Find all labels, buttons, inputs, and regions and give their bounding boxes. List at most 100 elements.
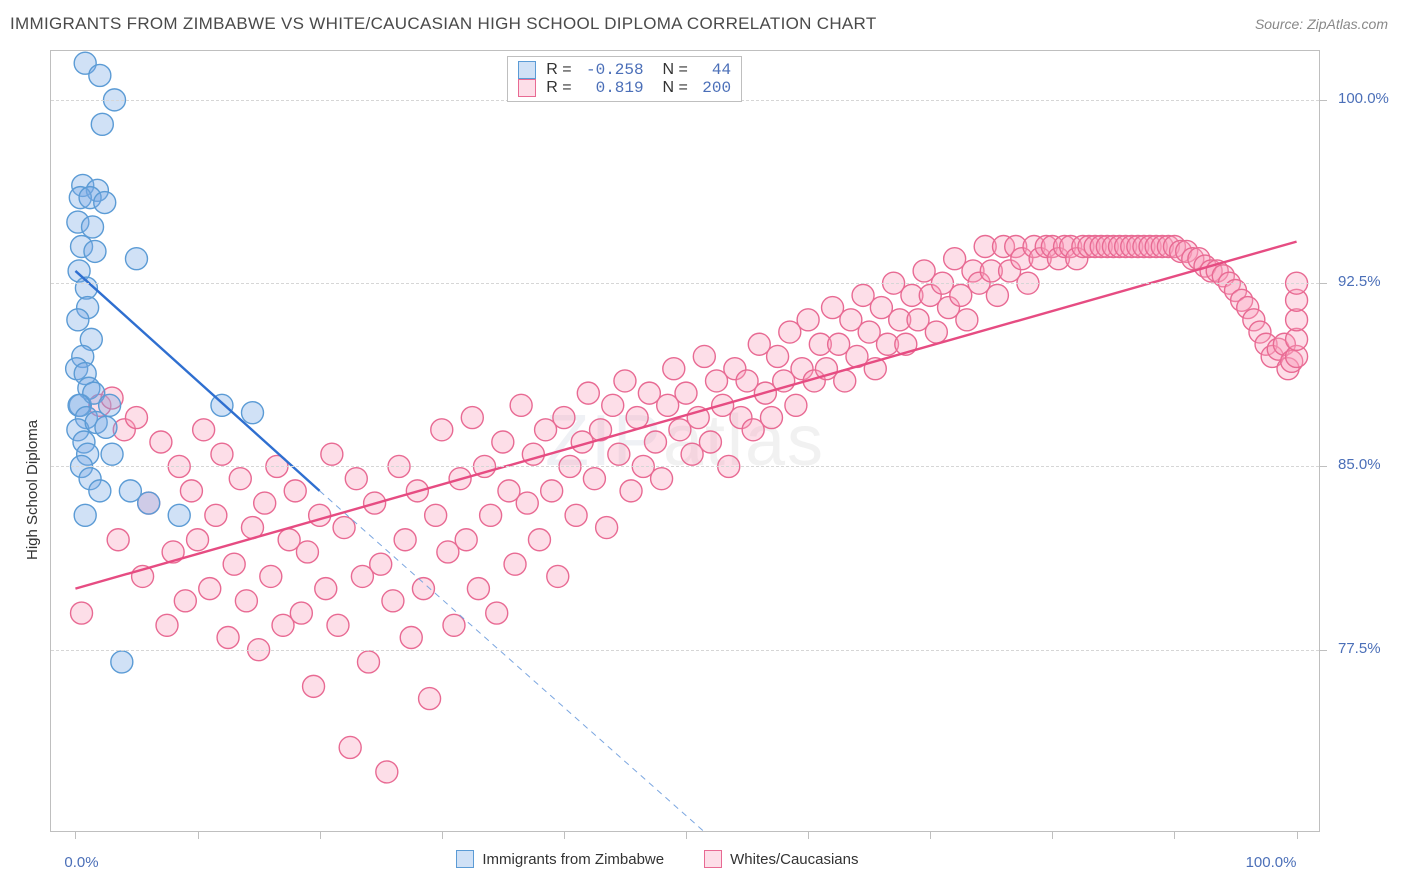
data-point-white bbox=[400, 627, 422, 649]
data-point-white bbox=[461, 407, 483, 429]
data-point-white bbox=[925, 321, 947, 343]
data-point-zimbabwe bbox=[101, 443, 123, 465]
y-tick-mark bbox=[1319, 100, 1327, 101]
data-point-zimbabwe bbox=[241, 402, 263, 424]
data-point-white bbox=[504, 553, 526, 575]
data-point-zimbabwe bbox=[82, 216, 104, 238]
data-point-white bbox=[1286, 309, 1308, 331]
data-point-white bbox=[785, 394, 807, 416]
gridline bbox=[51, 650, 1319, 651]
x-tick-mark bbox=[442, 831, 443, 839]
data-point-white bbox=[608, 443, 630, 465]
data-point-white bbox=[358, 651, 380, 673]
x-tick-mark bbox=[686, 831, 687, 839]
data-point-white bbox=[663, 358, 685, 380]
data-point-white bbox=[394, 529, 416, 551]
x-tick-mark bbox=[808, 831, 809, 839]
data-point-white bbox=[223, 553, 245, 575]
y-tick-label: 100.0% bbox=[1338, 90, 1389, 107]
data-point-zimbabwe bbox=[91, 113, 113, 135]
data-point-white bbox=[455, 529, 477, 551]
series-legend-item: Immigrants from Zimbabwe bbox=[456, 850, 664, 868]
legend-swatch bbox=[518, 61, 536, 79]
y-tick-mark bbox=[1319, 650, 1327, 651]
x-tick-mark bbox=[320, 831, 321, 839]
x-tick-mark bbox=[930, 831, 931, 839]
data-point-white bbox=[174, 590, 196, 612]
x-tick-mark bbox=[1052, 831, 1053, 839]
data-point-zimbabwe bbox=[94, 192, 116, 214]
x-tick-mark bbox=[1297, 831, 1298, 839]
source-label: Source: bbox=[1255, 16, 1303, 32]
legend-r-value: 0.819 bbox=[586, 79, 644, 97]
data-point-white bbox=[626, 407, 648, 429]
data-point-white bbox=[333, 517, 355, 539]
y-tick-mark bbox=[1319, 466, 1327, 467]
series-legend-label: Immigrants from Zimbabwe bbox=[482, 851, 664, 868]
data-point-white bbox=[431, 419, 453, 441]
series-legend-item: Whites/Caucasians bbox=[704, 850, 858, 868]
data-point-white bbox=[760, 407, 782, 429]
data-point-white bbox=[1286, 328, 1308, 350]
y-tick-label: 77.5% bbox=[1338, 640, 1381, 657]
data-point-white bbox=[382, 590, 404, 612]
data-point-white bbox=[547, 565, 569, 587]
legend-r-label: R = bbox=[546, 61, 576, 79]
data-point-zimbabwe bbox=[84, 240, 106, 262]
data-point-white bbox=[199, 578, 221, 600]
x-tick-label-left: 0.0% bbox=[64, 854, 98, 871]
data-point-zimbabwe bbox=[125, 248, 147, 270]
chart-header: IMMIGRANTS FROM ZIMBABWE VS WHITE/CAUCAS… bbox=[0, 0, 1406, 48]
data-point-white bbox=[516, 492, 538, 514]
data-point-zimbabwe bbox=[111, 651, 133, 673]
data-point-zimbabwe bbox=[89, 64, 111, 86]
series-legend-label: Whites/Caucasians bbox=[730, 851, 858, 868]
legend-r-value: -0.258 bbox=[586, 61, 644, 79]
source-value: ZipAtlas.com bbox=[1307, 16, 1388, 32]
data-point-zimbabwe bbox=[168, 504, 190, 526]
data-point-white bbox=[284, 480, 306, 502]
data-point-white bbox=[217, 627, 239, 649]
legend-n-label: N = bbox=[654, 79, 693, 97]
data-point-white bbox=[419, 688, 441, 710]
data-point-white bbox=[296, 541, 318, 563]
data-point-white bbox=[327, 614, 349, 636]
data-point-white bbox=[956, 309, 978, 331]
data-point-white bbox=[370, 553, 392, 575]
data-point-white bbox=[486, 602, 508, 624]
data-point-white bbox=[699, 431, 721, 453]
legend-n-value: 200 bbox=[702, 79, 731, 97]
data-point-zimbabwe bbox=[211, 394, 233, 416]
data-point-white bbox=[480, 504, 502, 526]
plot-svg bbox=[51, 51, 1321, 833]
data-point-white bbox=[620, 480, 642, 502]
data-point-white bbox=[596, 517, 618, 539]
scatter-plot: ZIPatlas bbox=[50, 50, 1320, 832]
y-tick-label: 85.0% bbox=[1338, 456, 1381, 473]
data-point-white bbox=[510, 394, 532, 416]
data-point-white bbox=[290, 602, 312, 624]
data-point-white bbox=[583, 468, 605, 490]
data-point-white bbox=[345, 468, 367, 490]
data-point-white bbox=[492, 431, 514, 453]
legend-row: R = -0.258 N = 44 bbox=[518, 61, 731, 79]
data-point-white bbox=[797, 309, 819, 331]
correlation-legend: R = -0.258 N = 44R = 0.819 N = 200 bbox=[507, 56, 742, 102]
data-point-white bbox=[321, 443, 343, 465]
legend-n-value: 44 bbox=[702, 61, 731, 79]
data-point-white bbox=[339, 736, 361, 758]
y-tick-label: 92.5% bbox=[1338, 273, 1381, 290]
data-point-white bbox=[260, 565, 282, 587]
x-tick-mark bbox=[198, 831, 199, 839]
legend-row: R = 0.819 N = 200 bbox=[518, 79, 731, 97]
legend-n-label: N = bbox=[654, 61, 693, 79]
data-point-white bbox=[193, 419, 215, 441]
data-point-white bbox=[577, 382, 599, 404]
data-point-white bbox=[614, 370, 636, 392]
legend-swatch bbox=[704, 850, 722, 868]
legend-swatch bbox=[518, 79, 536, 97]
data-point-white bbox=[205, 504, 227, 526]
data-point-white bbox=[156, 614, 178, 636]
data-point-white bbox=[150, 431, 172, 453]
data-point-white bbox=[651, 468, 673, 490]
